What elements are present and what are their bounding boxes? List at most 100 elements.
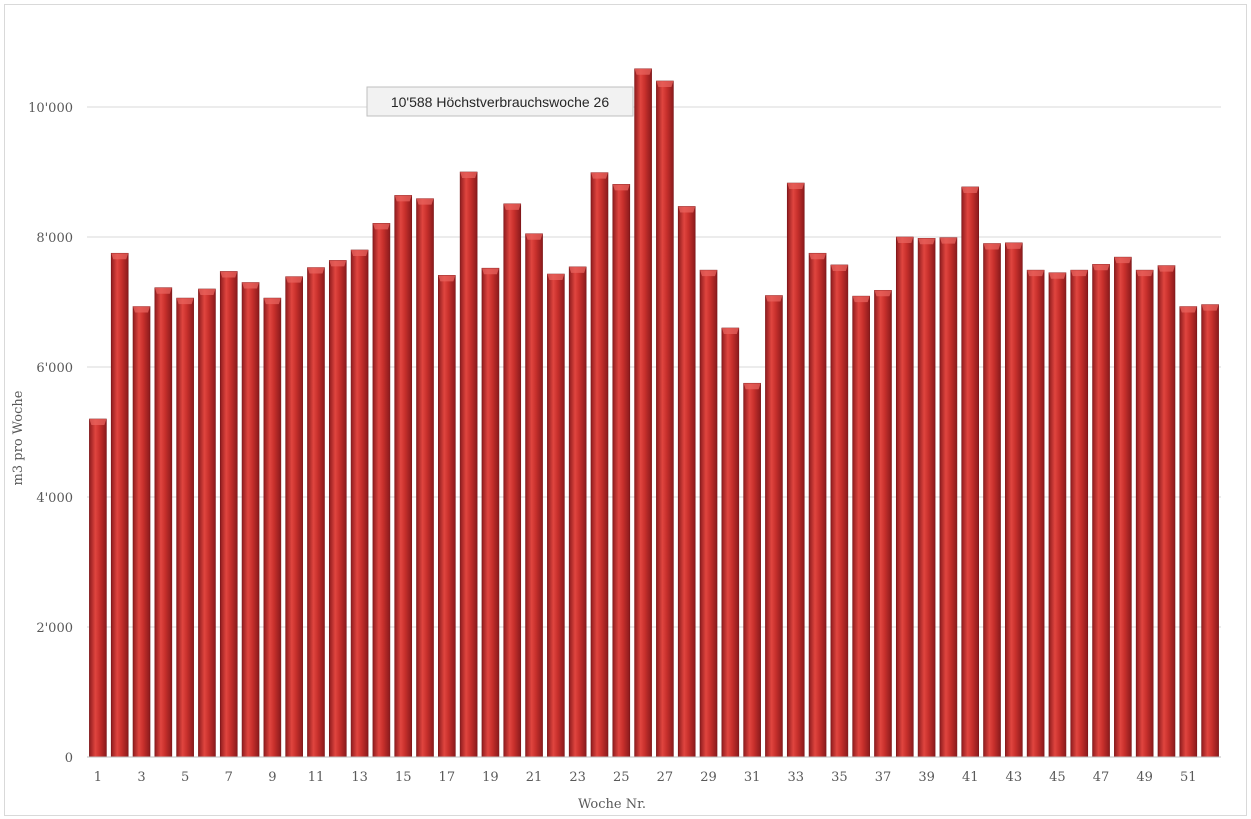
bar xyxy=(1114,256,1132,758)
bar-top-bevel xyxy=(329,260,347,267)
bar xyxy=(699,269,718,758)
bar-week-41 xyxy=(961,186,980,758)
annotation-label: 10'588 Höchstverbrauchswoche 26 xyxy=(391,94,609,110)
bar xyxy=(525,233,543,758)
bar xyxy=(285,276,303,758)
bar xyxy=(1201,304,1219,758)
bar-week-9 xyxy=(263,297,282,758)
y-tick-label: 10'000 xyxy=(28,101,73,116)
bar-week-23 xyxy=(568,266,587,758)
bar-week-31 xyxy=(743,382,761,758)
bar-top-bevel xyxy=(89,419,107,425)
bar xyxy=(1135,269,1154,758)
bar xyxy=(677,206,696,758)
bar-week-19 xyxy=(481,267,500,758)
bar xyxy=(89,418,107,758)
bar xyxy=(328,260,347,758)
x-tick-labels: 1 3 5 7 9 11 13 15 17 19 21 23 25 27 29 31 33 35 37 39 41 43 4… xyxy=(94,770,1197,785)
x-tick-label: 37 xyxy=(875,770,892,785)
y-tick-label: 6'000 xyxy=(36,361,73,376)
bar-top-bevel xyxy=(896,237,914,243)
x-tick-label: 51 xyxy=(1180,770,1197,785)
bar xyxy=(219,271,238,758)
x-tick-label: 11 xyxy=(308,770,325,785)
y-tick-label: 0 xyxy=(65,751,73,766)
x-tick-label: 45 xyxy=(1049,770,1066,785)
bar xyxy=(721,327,740,758)
x-tick-label: 43 xyxy=(1006,770,1023,785)
x-tick-label: 21 xyxy=(526,770,543,785)
bar-top-bevel xyxy=(1005,242,1023,249)
bar xyxy=(1157,265,1176,758)
bar-top-bevel xyxy=(154,287,172,294)
bar-week-13 xyxy=(350,249,369,758)
bar-week-38 xyxy=(895,236,914,758)
bar-week-42 xyxy=(983,243,1001,758)
x-tick-label: 23 xyxy=(569,770,586,785)
x-tick-label: 31 xyxy=(744,770,761,785)
y-tick-label: 2'000 xyxy=(36,621,73,636)
bar-week-49 xyxy=(1135,269,1154,758)
bar-week-34 xyxy=(808,252,827,758)
x-tick-label: 49 xyxy=(1136,770,1153,785)
bar xyxy=(481,267,500,758)
bar-week-6 xyxy=(198,288,216,758)
x-tick-label: 27 xyxy=(657,770,674,785)
bar xyxy=(895,236,914,758)
bar xyxy=(154,287,173,758)
bar xyxy=(808,252,827,758)
bar-week-17 xyxy=(438,275,456,758)
bar xyxy=(1048,272,1067,758)
bar xyxy=(110,252,129,758)
bar xyxy=(394,195,413,758)
bar-top-bevel xyxy=(372,223,390,230)
x-tick-label: 5 xyxy=(181,770,189,785)
bar-week-14 xyxy=(372,223,391,758)
bar-week-11 xyxy=(307,267,325,758)
bar xyxy=(1179,306,1198,758)
y-tick-labels: 0 2'000 4'000 6'000 8'000 10'000 xyxy=(28,101,73,766)
y-tick-label: 8'000 xyxy=(36,231,73,246)
bar xyxy=(874,289,892,758)
bar-top-bevel xyxy=(1048,272,1066,279)
bar-week-25 xyxy=(612,184,631,758)
bar-week-51 xyxy=(1179,306,1198,758)
bar xyxy=(176,297,194,758)
bar xyxy=(961,186,980,758)
bar-week-7 xyxy=(219,271,238,758)
bar-week-20 xyxy=(503,203,522,758)
bar-top-bevel xyxy=(983,243,1001,250)
x-tick-label: 7 xyxy=(225,770,233,785)
x-axis-title: Woche Nr. xyxy=(578,797,646,812)
x-tick-label: 3 xyxy=(137,770,145,785)
bar-top-bevel xyxy=(438,275,456,282)
x-tick-label: 1 xyxy=(94,770,102,785)
bar-top-bevel xyxy=(656,81,674,87)
bar xyxy=(350,249,369,758)
y-tick-label: 4'000 xyxy=(36,491,73,506)
bar xyxy=(590,172,609,758)
x-tick-label: 41 xyxy=(962,770,979,785)
bar xyxy=(765,295,783,758)
bar-top-bevel xyxy=(939,237,957,244)
bar-top-bevel xyxy=(1179,306,1197,313)
bar-week-36 xyxy=(852,295,870,758)
bar xyxy=(1005,242,1023,758)
bar xyxy=(503,203,522,758)
bar xyxy=(612,184,631,758)
bar-week-10 xyxy=(285,276,303,758)
bar-top-bevel xyxy=(874,290,892,297)
bar-week-26 xyxy=(634,68,652,758)
bar-top-bevel xyxy=(569,266,587,273)
bar xyxy=(438,275,456,758)
bar-week-16 xyxy=(416,198,434,758)
bar-top-bevel xyxy=(198,289,216,295)
x-tick-label: 35 xyxy=(831,770,848,785)
bar-top-bevel xyxy=(307,267,325,274)
bar-week-18 xyxy=(459,171,478,758)
x-tick-label: 9 xyxy=(268,770,276,785)
bar xyxy=(1070,269,1089,758)
bar xyxy=(459,171,478,758)
x-tick-label: 25 xyxy=(613,770,630,785)
